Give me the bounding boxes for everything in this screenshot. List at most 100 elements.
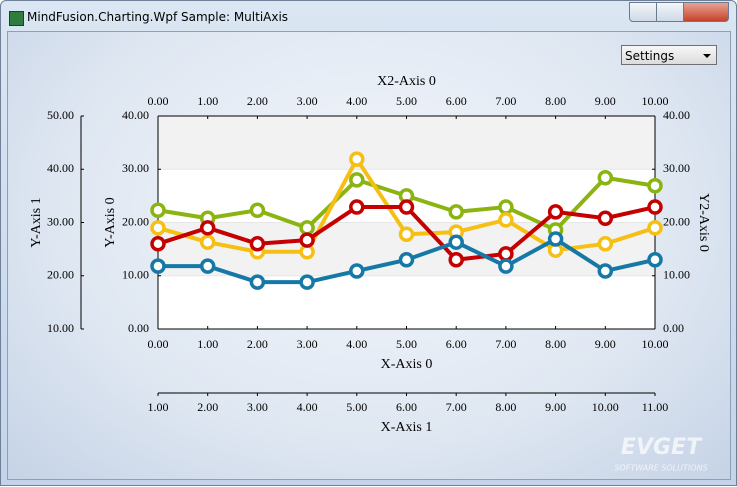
y3-tick-label: 50.00 — [47, 108, 74, 122]
data-point — [597, 236, 614, 252]
data-point — [349, 151, 365, 167]
data-point — [498, 199, 514, 215]
x2-tick-label: 8.00 — [545, 94, 566, 108]
x3-axis-title: X-Axis 1 — [381, 420, 433, 435]
y2-tick-label: 30.00 — [663, 161, 690, 175]
data-point — [647, 220, 663, 236]
data-point — [299, 274, 315, 290]
data-point — [299, 220, 315, 236]
y3-axis-title: Y-Axis 1 — [29, 197, 44, 247]
data-point — [398, 252, 415, 268]
x-tick-label: 6.00 — [446, 337, 467, 351]
x3-tick-label: 11.00 — [642, 400, 669, 414]
y-tick-label: 0.00 — [128, 321, 149, 335]
data-point — [150, 220, 166, 236]
data-point — [349, 172, 365, 188]
watermark-brand: EVGET — [621, 435, 703, 460]
x-tick-label: 8.00 — [545, 337, 566, 351]
data-point — [249, 202, 266, 219]
x2-tick-label: 2.00 — [247, 94, 268, 108]
x2-tick-label: 1.00 — [197, 94, 218, 108]
y3-tick-label: 10.00 — [47, 321, 74, 335]
data-point — [647, 178, 663, 194]
data-point — [199, 258, 216, 274]
close-button[interactable] — [683, 2, 729, 22]
x-tick-label: 1.00 — [197, 337, 218, 351]
data-point — [498, 246, 514, 262]
y-tick-label: 20.00 — [122, 214, 149, 228]
window-icon — [9, 11, 24, 26]
x3-tick-label: 5.00 — [346, 400, 367, 414]
data-point — [647, 252, 663, 268]
x2-tick-label: 4.00 — [346, 94, 367, 108]
x2-tick-label: 9.00 — [595, 94, 616, 108]
x2-tick-label: 7.00 — [495, 94, 516, 108]
x-tick-label: 7.00 — [495, 337, 516, 351]
watermark-tagline: SOFTWARE SOLUTIONS — [614, 464, 707, 473]
data-point — [199, 234, 216, 250]
x2-tick-label: 10.00 — [642, 94, 669, 108]
y3-tick-label: 30.00 — [47, 214, 74, 228]
data-point — [249, 236, 266, 252]
x3-tick-label: 8.00 — [495, 400, 516, 414]
x-tick-label: 0.00 — [148, 337, 169, 351]
x2-tick-label: 0.00 — [148, 94, 169, 108]
y2-tick-label: 40.00 — [663, 108, 690, 122]
x-tick-label: 9.00 — [595, 337, 616, 351]
x2-tick-label: 6.00 — [446, 94, 467, 108]
x2-tick-label: 3.00 — [297, 94, 318, 108]
x2-axis-title: X2-Axis 0 — [377, 74, 436, 89]
x3-tick-label: 1.00 — [148, 400, 169, 414]
data-point — [498, 258, 514, 274]
data-point — [150, 202, 166, 219]
y2-tick-label: 0.00 — [663, 321, 684, 335]
data-point — [349, 199, 365, 215]
data-point — [150, 258, 166, 274]
y-tick-label: 30.00 — [122, 161, 149, 175]
x2-tick-label: 5.00 — [396, 94, 417, 108]
x3-tick-label: 7.00 — [446, 400, 467, 414]
data-point — [150, 236, 166, 252]
y3-tick-label: 40.00 — [47, 161, 74, 175]
y3-tick-label: 20.00 — [47, 268, 74, 282]
data-point — [398, 199, 415, 215]
x3-tick-label: 10.00 — [592, 400, 619, 414]
y-tick-label: 10.00 — [122, 268, 149, 282]
x-tick-label: 4.00 — [346, 337, 367, 351]
grid-band — [158, 116, 655, 170]
data-point — [249, 274, 266, 290]
data-point — [398, 226, 415, 242]
x3-tick-label: 9.00 — [545, 400, 566, 414]
data-point — [597, 210, 614, 226]
y2-tick-label: 10.00 — [663, 268, 690, 282]
x3-tick-label: 3.00 — [247, 400, 268, 414]
x3-tick-label: 2.00 — [197, 400, 218, 414]
data-point — [199, 220, 216, 236]
data-point — [547, 204, 564, 220]
x-tick-label: 2.00 — [247, 337, 268, 351]
data-point — [597, 170, 614, 186]
data-point — [597, 263, 614, 279]
data-point — [547, 231, 564, 247]
x3-tick-label: 6.00 — [396, 400, 417, 414]
data-point — [448, 252, 464, 268]
y2-axis-title: Y2-Axis 0 — [696, 193, 711, 252]
x-tick-label: 3.00 — [297, 337, 318, 351]
data-point — [299, 232, 315, 248]
data-point — [647, 199, 663, 215]
data-point — [498, 212, 514, 228]
window-title: MindFusion.Charting.Wpf Sample: MultiAxi… — [27, 10, 289, 24]
x-axis-title: X-Axis 0 — [381, 357, 433, 372]
data-point — [448, 234, 464, 250]
x-tick-label: 5.00 — [396, 337, 417, 351]
x3-tick-label: 4.00 — [297, 400, 318, 414]
y2-tick-label: 20.00 — [663, 214, 690, 228]
x-tick-label: 10.00 — [642, 337, 669, 351]
data-point — [448, 204, 464, 220]
y-tick-label: 40.00 — [122, 108, 149, 122]
settings-dropdown[interactable]: Settings — [621, 45, 717, 65]
y-axis-title: Y-Axis 0 — [103, 197, 118, 247]
data-point — [349, 263, 365, 279]
